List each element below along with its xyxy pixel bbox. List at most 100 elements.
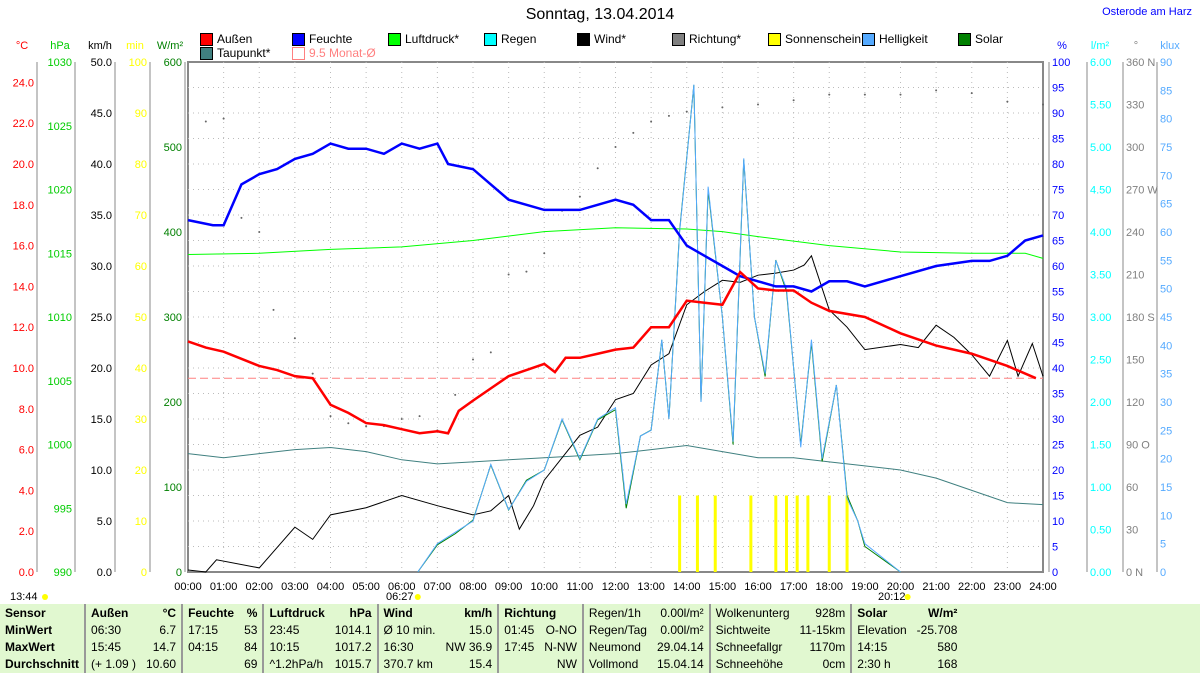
axis-tick-label: 0.0 xyxy=(19,567,34,579)
stats-cell: ^1.2hPa/h xyxy=(269,657,324,672)
stats-cell: 04:15 xyxy=(188,640,219,655)
sunshine-bar xyxy=(795,495,799,572)
axis-tick-label: 1030 xyxy=(48,57,72,69)
axis-unit-label: °C xyxy=(16,40,28,52)
stats-cell: 17:15 xyxy=(188,622,219,637)
axis-tick-label: 3.00 xyxy=(1090,312,1111,324)
axis-tick-label: 35 xyxy=(1052,389,1064,401)
direction-point xyxy=(258,231,261,233)
x-tick-label: 05:00 xyxy=(352,581,380,593)
axis-tick-label: 210 xyxy=(1126,270,1144,282)
axis-tick-label: 5 xyxy=(1160,539,1166,551)
stats-cell: 370.7 km xyxy=(383,657,433,672)
stats-cell: MaxWert xyxy=(0,638,87,656)
axis-tick-label: 30 xyxy=(1126,525,1138,537)
stats-cell: (+ 1.09 ) xyxy=(91,657,137,672)
weather-chart: °C 0.0 2.0 4.0 6.0 8.0 10.0 12.0 14.0 16.0 18.0 20.… xyxy=(13,40,1180,600)
axis-tick-label: 60 xyxy=(1160,227,1172,239)
axis-tick-label: 4.50 xyxy=(1090,185,1111,197)
x-tick-label: 17:00 xyxy=(780,581,808,593)
direction-point xyxy=(272,308,275,311)
axis-tick-label: 1010 xyxy=(48,312,72,324)
chart-title: Sonntag, 13.04.2014 xyxy=(525,6,675,23)
direction-point xyxy=(400,418,403,420)
stats-cell: 16:30 xyxy=(383,640,414,655)
axis-tick-label: 50.0 xyxy=(91,57,112,69)
axis-tick-label: 85 xyxy=(1160,85,1172,97)
axis-tick-label: 90 xyxy=(1052,108,1064,120)
axis-tick-label: 100 xyxy=(129,57,147,69)
stats-cell: 15:45 xyxy=(91,640,122,655)
axis-tick-label: 22.0 xyxy=(13,118,34,130)
axis-tick-label: 60 xyxy=(1126,482,1138,494)
direction-point xyxy=(863,93,866,96)
stats-cell: 17:45 xyxy=(504,640,535,655)
stats-header: hPa xyxy=(329,604,379,622)
sunrise-icon xyxy=(414,594,421,600)
axis-tick-label: 10 xyxy=(1052,516,1064,528)
sunset-time: 20:12 xyxy=(878,591,906,603)
x-tick-label: 11:00 xyxy=(567,581,594,593)
axis-tick-label: 180 S xyxy=(1126,312,1155,324)
direction-point xyxy=(240,216,243,219)
axis-tick-label: 14.0 xyxy=(13,281,34,293)
stats-cell: Elevation xyxy=(857,622,907,637)
axis-tick-label: 0 xyxy=(141,567,147,579)
axis-tick-label: 40 xyxy=(135,363,147,375)
stats-cell: 15.4 xyxy=(440,655,500,673)
legend-label: Taupunkt* xyxy=(217,46,271,60)
stats-cell: Schneefallgr xyxy=(715,640,783,655)
legend-label: Solar xyxy=(975,32,1004,46)
axis-tick-label: 0.0 xyxy=(97,567,112,579)
stats-row: Durchschnitt (+ 1.09 ) 10.60 69 ^1.2hPa/h 101… xyxy=(0,655,1200,673)
stats-cell: Wolkenunterg xyxy=(715,605,790,620)
axis-tick-label: 0 xyxy=(1160,567,1166,579)
axis-tick-label: 70 xyxy=(1160,170,1172,182)
stats-cell: 1014.1 xyxy=(329,621,379,639)
axis-tick-label: 0 xyxy=(1052,567,1058,579)
axis-tick-label: 24.0 xyxy=(13,77,34,89)
axis-tick-label: 150 xyxy=(1126,355,1144,367)
axis-tick-label: 15 xyxy=(1160,482,1172,494)
x-tick-label: 03:00 xyxy=(281,581,309,593)
stats-table: Sensor Außen °C Feuchte% Luftdruck hPa Win… xyxy=(0,604,1200,673)
axis-tick-label: 0 xyxy=(176,567,182,579)
legend-swatch xyxy=(292,32,305,46)
x-tick-label: 18:00 xyxy=(815,581,843,593)
stats-cell: 23:45 xyxy=(269,622,300,637)
series-außen xyxy=(187,270,1037,435)
stats-cell: 15.0 xyxy=(440,621,500,639)
location-link[interactable]: Osterode am Harz xyxy=(1102,6,1192,18)
x-tick-label: 07:00 xyxy=(424,581,452,593)
axis-tick-label: 60 xyxy=(135,261,147,273)
stats-cell: 11-15km xyxy=(794,621,853,639)
direction-point xyxy=(543,252,546,255)
stats-cell: O-NO xyxy=(539,621,584,639)
axis-tick-label: 5 xyxy=(1052,542,1058,554)
axis-tick-label: 35.0 xyxy=(91,210,112,222)
stats-cell: 53 xyxy=(239,621,265,639)
legend-item: Solar xyxy=(958,32,1003,46)
x-tick-label: 19:00 xyxy=(851,581,879,593)
axis-tick-label: 1.50 xyxy=(1090,440,1111,452)
axis-tick-label: 70 xyxy=(1052,210,1064,222)
axis-tick-label: 20.0 xyxy=(13,159,34,171)
stats-cell: Regen/Tag xyxy=(588,622,647,637)
axis-tick-label: 4.0 xyxy=(19,485,34,497)
axis-tick-label: 15 xyxy=(1052,491,1064,503)
axis-tick-label: 20 xyxy=(135,465,147,477)
stats-cell: 69 xyxy=(239,655,265,673)
legend-item: Regen xyxy=(484,32,536,46)
direction-point xyxy=(578,195,581,198)
direction-point xyxy=(1006,100,1009,103)
axis-tick-label: 100 xyxy=(164,482,182,494)
direction-point xyxy=(650,120,653,123)
axis-tick-label: 45 xyxy=(1052,338,1064,350)
direction-point xyxy=(685,110,688,113)
legend-label: Feuchte xyxy=(309,32,353,46)
axis-tick-label: 40 xyxy=(1160,340,1172,352)
axis-tick-label: 120 xyxy=(1126,397,1144,409)
axis-tick-label: 20 xyxy=(1160,454,1172,466)
direction-point xyxy=(1042,103,1044,106)
direction-point xyxy=(329,415,332,418)
